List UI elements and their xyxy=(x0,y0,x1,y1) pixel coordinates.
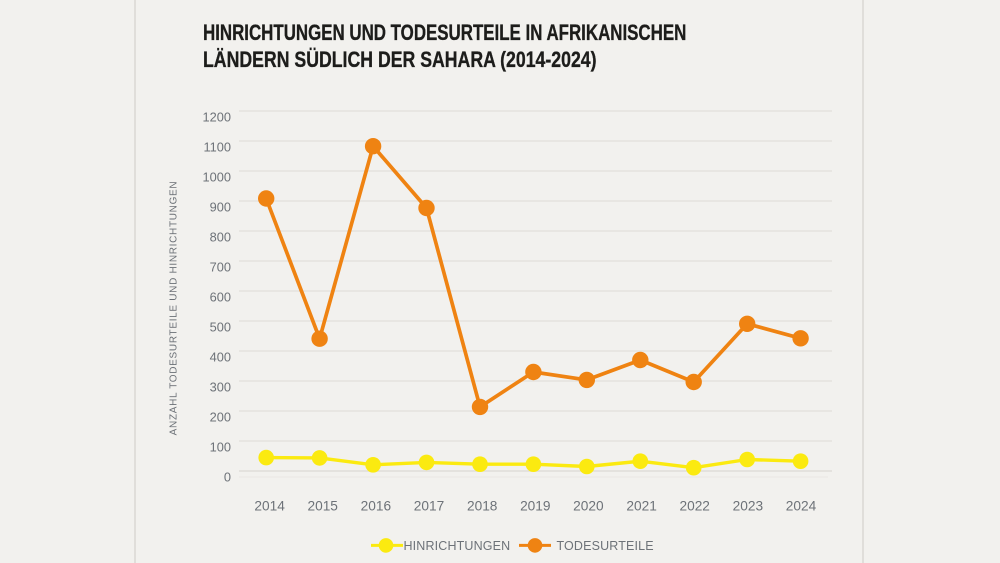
svg-text:800: 800 xyxy=(210,229,231,244)
svg-text:2015: 2015 xyxy=(307,498,338,513)
svg-text:2016: 2016 xyxy=(361,498,392,513)
svg-text:2022: 2022 xyxy=(679,498,709,513)
svg-text:300: 300 xyxy=(210,379,231,394)
svg-text:HINRICHTUNGEN: HINRICHTUNGEN xyxy=(404,539,511,553)
svg-text:2021: 2021 xyxy=(626,498,656,513)
svg-text:100: 100 xyxy=(210,439,231,454)
svg-text:1200: 1200 xyxy=(203,109,231,124)
svg-text:2014: 2014 xyxy=(254,498,285,513)
svg-text:2023: 2023 xyxy=(733,498,764,513)
svg-text:2017: 2017 xyxy=(414,498,444,513)
svg-text:600: 600 xyxy=(210,289,231,304)
svg-text:500: 500 xyxy=(210,319,231,334)
svg-text:700: 700 xyxy=(210,259,231,274)
svg-text:1100: 1100 xyxy=(203,139,231,154)
svg-text:2018: 2018 xyxy=(467,498,498,513)
svg-text:2024: 2024 xyxy=(786,498,817,513)
svg-text:TODESURTEILE: TODESURTEILE xyxy=(557,539,654,553)
svg-text:2020: 2020 xyxy=(573,498,604,513)
svg-text:0: 0 xyxy=(224,469,231,484)
svg-text:400: 400 xyxy=(210,349,231,364)
svg-text:1000: 1000 xyxy=(203,169,231,184)
svg-text:200: 200 xyxy=(210,409,231,424)
svg-text:900: 900 xyxy=(210,199,231,214)
svg-text:2019: 2019 xyxy=(520,498,550,513)
